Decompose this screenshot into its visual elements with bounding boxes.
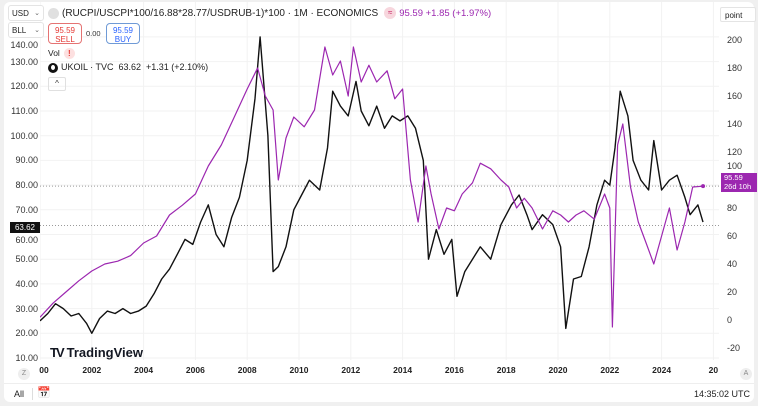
left-axis-tick: 80.00 [15,180,38,191]
right-axis-tick: 0 [727,315,733,325]
left-axis-tick: 120.00 [10,81,38,92]
symbol-legend[interactable]: (RUCPI/USCPI*100/16.88*28.77/USDRUB-1)*1… [48,5,491,21]
tradingview-mark-icon: TV [50,345,65,360]
right-axis-tick: 100 [727,161,743,171]
scale-mode-select[interactable]: point [720,7,756,22]
symbol-title: (RUCPI/USCPI*100/16.88*28.77/USDRUB-1)*1… [62,7,379,19]
tradingview-logo[interactable]: TV TradingView [50,346,143,360]
clock: 14:35:02 UTC [693,389,750,399]
time-axis-tick: 2018 [496,365,516,375]
spread-value: 0.00 [86,29,101,38]
time-axis-tick: 2022 [600,365,620,375]
right-price-axis[interactable]: 200 180 160 140 120 100 80 60 40 20 0 -20 [719,2,758,370]
buy-label: BUY [114,35,132,44]
left-axis-tick: 70.00 [15,204,38,215]
right-axis-tick: 80 [727,203,738,213]
ratio-line [40,46,704,328]
left-axis-tick: 140.00 [10,40,38,50]
left-axis-tick: 50.00 [15,254,38,265]
time-axis-tick: 2020 [548,365,568,375]
right-axis-tick: 20 [727,287,738,297]
chart-panel: 140.00 130.00 120.00 110.00 100.00 90.00 80.00… [4,2,757,403]
time-axis-tick: 00 [39,365,49,375]
range-all-button[interactable]: All [14,389,25,399]
time-axis-tick: 2010 [289,365,309,375]
ukoil-line [40,36,704,334]
collapse-legend-button[interactable]: ^ [48,77,66,91]
chevron-down-icon: ⌄ [34,27,40,34]
left-axis-tick: 130.00 [10,56,38,67]
zoom-reset-button[interactable]: Z [18,368,30,380]
time-axis-tick: 2012 [341,365,361,375]
currency-value: USD [12,9,29,18]
unit-value: BLL [12,26,27,35]
bottom-toolbar: All 📅 14:35:02 UTC [4,383,754,403]
time-axis-tick: 2002 [82,365,102,375]
overlay-symbol-text: UKOIL · TVC 63.62 +1.31 (+2.10%) [61,62,209,72]
left-axis-tick: 60.00 [15,235,38,245]
unit-select[interactable]: BLL ⌄ [8,22,44,38]
symbol-logo-icon [48,7,59,19]
currency-select[interactable]: USD ⌄ [8,5,44,21]
volume-legend[interactable]: Vol ! [48,48,75,59]
overlay-legend[interactable]: UKOIL · TVC 63.62 +1.31 (+2.10%) [48,62,208,73]
chevron-up-icon: ^ [55,79,59,88]
time-axis-tick: 2008 [237,365,257,375]
buy-button[interactable]: 95.59 BUY [106,23,140,44]
left-axis-tick: 110.00 [11,106,38,116]
right-axis-tick: 60 [727,231,738,241]
tradingview-wordmark: TradingView [66,345,143,360]
ratio-last-value: 95.59 [724,173,743,182]
time-axis-tick: 2016 [444,365,464,375]
bar-countdown: 26d 10h [724,182,752,191]
buy-price: 95.59 [112,26,134,35]
ratio-last-point [701,184,706,189]
left-axis-tick: 100.00 [10,130,38,141]
price-chart[interactable] [40,2,719,360]
sell-label: SELL [55,35,75,44]
left-axis-tick: 20.00 [15,328,38,339]
chevron-down-icon: ⌄ [34,10,40,17]
right-axis-tick: -20 [727,343,741,353]
right-axis-tick: 40 [727,259,738,269]
left-axis-tick: 30.00 [15,303,38,314]
left-axis-tick: 10.00 [15,353,38,363]
sell-price: 95.59 [54,26,76,35]
left-axis-tick: 90.00 [15,155,38,166]
go-to-date-icon[interactable]: 📅 [37,387,51,399]
right-axis-tick: 140 [727,119,743,129]
right-axis-tick: 200 [727,35,743,45]
time-axis-tick: 2004 [134,365,154,375]
time-axis-tick: 20 [708,365,719,375]
ratio-last-price-tag: 95.59 26d 10h [721,173,757,192]
right-axis-tick: 160 [727,91,743,101]
right-axis-tick: 180 [727,63,743,73]
symbol-value: 95.59 +1.85 (+1.97%) [399,7,492,19]
sell-button[interactable]: 95.59 SELL [48,23,82,44]
time-axis-tick: 2006 [185,365,205,375]
time-axis-tick: 2024 [652,365,672,375]
ukoil-last-price-tag: 63.62 [10,222,40,233]
warning-icon: ! [63,48,75,59]
oil-drop-icon [48,62,58,73]
toolbar-divider [32,388,33,400]
auto-scale-button[interactable]: A [740,368,752,380]
economics-wave-icon: ≈ [384,7,397,19]
volume-label: Vol [48,48,60,58]
right-axis-tick: 120 [727,147,743,157]
time-axis-tick: 2014 [393,365,413,375]
left-price-axis[interactable]: 140.00 130.00 120.00 110.00 100.00 90.00 80.00… [4,2,40,370]
left-axis-tick: 40.00 [15,278,38,289]
